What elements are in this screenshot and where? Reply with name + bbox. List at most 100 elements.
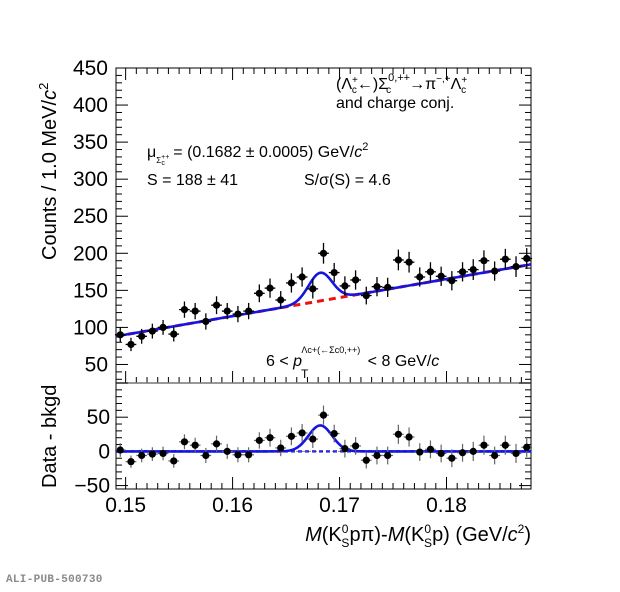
data-point (489, 261, 500, 281)
data-point (521, 248, 533, 269)
data-point (286, 273, 297, 293)
residual-marker (191, 441, 199, 449)
data-point (253, 284, 265, 303)
y-tick-label: 100 (73, 316, 108, 339)
residual-marker (330, 430, 338, 438)
residual-point (253, 432, 265, 449)
residual-marker (362, 456, 370, 464)
data-point (393, 249, 404, 271)
significance-annotation: S/σ(S) = 4.6 (304, 172, 391, 189)
data-marker (426, 268, 435, 276)
residual-point (211, 435, 222, 453)
data-marker (266, 284, 274, 292)
residual-point (136, 448, 148, 463)
bottom-tick-labels: −50 0 50 0.15 0.16 0.17 0.18 (74, 406, 467, 517)
residual-point (510, 443, 522, 464)
data-point (403, 251, 415, 273)
data-point (446, 271, 458, 291)
data-marker (202, 317, 210, 326)
y-tick-label: 450 (73, 57, 108, 80)
residual-marker (245, 451, 253, 459)
residual-point (467, 441, 479, 461)
residual-marker (287, 432, 296, 440)
residual-marker (341, 445, 349, 453)
data-point (264, 278, 276, 298)
bottom-y-axis-title: Data - bkgd (39, 385, 61, 488)
residual-marker (298, 429, 306, 437)
residual-point (221, 443, 233, 459)
residual-marker (138, 451, 146, 460)
data-point (382, 277, 394, 298)
data-point (136, 328, 148, 344)
residual-point (157, 446, 169, 461)
residual-marker (266, 434, 274, 442)
residual-point (360, 452, 372, 469)
data-marker (351, 276, 360, 284)
residual-point (393, 424, 404, 444)
residual-marker (351, 442, 360, 450)
x-axis-title: M(K0 Spπ)-M(K0 Sp) (GeV/c2) (305, 522, 531, 550)
y-tick-label: 0 (98, 440, 110, 463)
residual-point (200, 447, 212, 464)
x-tick-label: 0.18 (426, 494, 467, 517)
residual-point (243, 447, 254, 463)
residual-marker (512, 449, 520, 458)
residual-marker (277, 444, 285, 452)
residual-marker (234, 451, 242, 459)
data-point (125, 337, 137, 352)
residual-point (382, 446, 394, 465)
residual-point (403, 427, 415, 447)
signal-fit-group (116, 424, 531, 453)
pt-range-annotation: 6 < pTΛc+(←Σc0,++) < 8 GeV/c (266, 345, 439, 381)
total-fit-curve (115, 263, 532, 338)
data-marker (458, 268, 467, 276)
data-point (189, 302, 201, 320)
residual-marker (127, 458, 135, 466)
residual-marker (501, 441, 509, 449)
residual-marker (319, 411, 328, 419)
data-point (435, 266, 447, 286)
data-marker (373, 283, 381, 291)
data-marker (512, 263, 520, 271)
residual-point (521, 437, 533, 457)
residual-point (275, 439, 287, 457)
top-panel-frame (115, 67, 532, 384)
residual-marker (223, 447, 231, 455)
residual-marker (212, 440, 221, 448)
publication-id: ALI-PUB-500730 (6, 574, 103, 586)
data-point (168, 326, 180, 342)
data-points-group (114, 242, 533, 352)
data-marker (191, 307, 199, 315)
residual-point (168, 454, 180, 468)
residual-marker (523, 443, 531, 451)
residual-point (114, 443, 126, 457)
residual-marker (148, 450, 156, 458)
data-marker (448, 277, 456, 285)
bottom-axis-ticks (116, 382, 531, 489)
data-marker (223, 307, 231, 315)
top-y-tick-labels: 50 100 150 200 250 300 350 400 450 (73, 57, 108, 376)
residual-point (499, 435, 511, 455)
data-point (157, 320, 169, 335)
data-point (275, 291, 287, 309)
data-point (371, 277, 383, 297)
y-tick-label: 150 (73, 279, 108, 302)
data-marker (405, 258, 413, 266)
data-marker (234, 310, 242, 318)
residual-marker (394, 430, 402, 438)
residual-point (296, 424, 308, 442)
residual-marker (202, 451, 210, 460)
residual-marker (180, 438, 189, 446)
residual-point (414, 443, 426, 461)
residual-marker (116, 446, 124, 454)
residual-point (318, 405, 329, 425)
data-marker (277, 296, 285, 304)
decay-line-2: and charge conj. (336, 95, 454, 112)
data-point (318, 242, 329, 264)
data-point (414, 267, 426, 287)
residual-point (307, 430, 319, 448)
data-marker (255, 289, 263, 297)
data-point (232, 305, 244, 323)
x-tick-label: 0.15 (105, 494, 146, 517)
